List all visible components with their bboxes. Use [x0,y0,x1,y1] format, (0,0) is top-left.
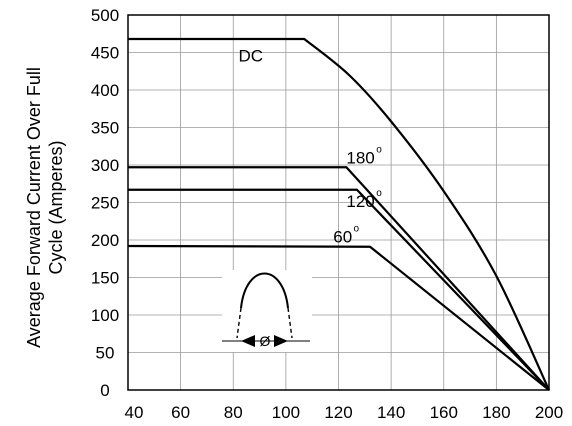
plot-frame [127,14,550,391]
series-label-120: 120 [346,192,374,211]
x-tick-label-100: 100 [272,403,300,422]
inset-dashed-right [287,307,293,339]
y-axis-label-line-1: Average Forward Current Over Full [24,67,44,348]
x-tick-label-160: 160 [430,403,458,422]
inset-arrow-right [274,335,288,347]
y-axis-label-line-2: Cycle (Amperes) [46,140,66,274]
y-tick-label-400: 400 [91,81,119,100]
y-tick-label-50: 50 [96,344,115,363]
series-line-180 [128,166,550,391]
y-tick-label-300: 300 [91,156,119,175]
inset-background [222,270,312,352]
inset-arrow-left [241,335,255,347]
tick-labels: 40 60 80 100 120 140 160 180 200 0 50 100 150 200 250 3… [91,6,563,422]
y-axis-label: Average Forward Current Over Full Cycle (… [24,67,66,348]
inset-angle-symbol: Ø [260,333,271,349]
series-line-60 [127,244,550,391]
x-tick-label-180: 180 [482,403,510,422]
degree-superscript-180: o [376,145,382,156]
series-line-DC [128,37,550,391]
series-label-180: 180 [346,149,374,168]
x-tick-label-40: 40 [125,403,144,422]
grid [127,14,550,391]
y-tick-label-250: 250 [91,194,119,213]
y-tick-label-500: 500 [91,6,119,25]
y-tick-label-100: 100 [91,306,119,325]
degree-superscript-60: o [353,223,359,234]
x-tick-label-60: 60 [171,403,190,422]
x-tick-label-200: 200 [535,403,563,422]
y-tick-label-150: 150 [91,269,119,288]
y-tick-label-0: 0 [100,381,109,400]
x-tick-label-140: 140 [377,403,405,422]
y-tick-label-350: 350 [91,119,119,138]
series-label-DC: DC [239,47,264,66]
inset-sine-arc [240,272,289,309]
x-tick-label-120: 120 [324,403,352,422]
y-tick-label-450: 450 [91,44,119,63]
y-tick-label-200: 200 [91,231,119,250]
series-line-120 [128,188,550,391]
x-tick-label-80: 80 [224,403,243,422]
series-group [127,37,550,391]
degree-superscript-120: o [376,188,382,199]
series-label-60: 60 [333,227,352,246]
inset-dashed-left [236,307,242,339]
waveform-inset: Ø [222,270,312,352]
